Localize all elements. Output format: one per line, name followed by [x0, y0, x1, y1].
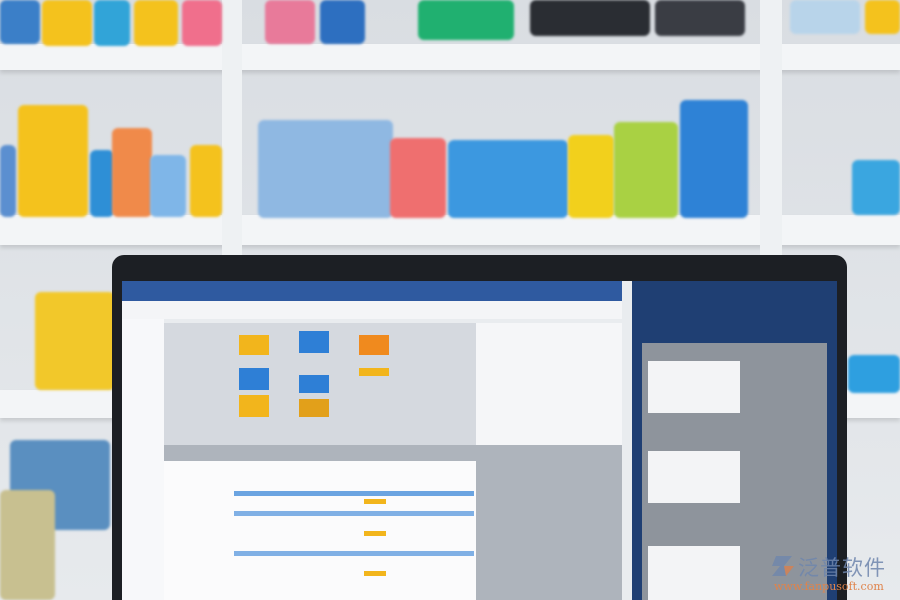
product: [320, 0, 365, 44]
tile[interactable]: [239, 395, 269, 417]
product: [112, 128, 152, 217]
tile[interactable]: [239, 368, 269, 390]
tile[interactable]: [239, 335, 269, 355]
product: [614, 122, 678, 218]
product: [150, 155, 186, 217]
product: [680, 100, 748, 218]
product: [848, 355, 900, 393]
product: [182, 0, 222, 46]
card[interactable]: [648, 546, 740, 600]
product: [852, 160, 900, 215]
shelf-board: [0, 44, 900, 70]
product: [265, 0, 315, 44]
product: [18, 105, 88, 217]
watermark-url: www.fanpusoft.com: [774, 580, 884, 593]
product: [258, 120, 393, 218]
product: [190, 145, 222, 217]
product: [790, 0, 860, 34]
data-table[interactable]: [164, 461, 476, 600]
app-header: [122, 281, 622, 301]
tile[interactable]: [299, 375, 329, 393]
shelf-post: [222, 0, 242, 260]
tile[interactable]: [299, 399, 329, 417]
product: [865, 0, 900, 34]
product: [655, 0, 745, 36]
product: [35, 292, 115, 390]
product: [568, 135, 614, 218]
watermark: 泛普软件 www.fanpusoft.com: [770, 552, 900, 598]
product: [94, 0, 130, 46]
app-sidebar: [122, 319, 164, 600]
product: [390, 138, 446, 218]
laptop-screen: [122, 281, 837, 600]
tile[interactable]: [359, 335, 389, 355]
card[interactable]: [648, 451, 740, 503]
fanpu-logo-icon: [772, 556, 794, 576]
product: [530, 0, 650, 36]
side-app: [632, 281, 837, 600]
product: [0, 0, 40, 44]
product: [42, 0, 92, 46]
shelf-post: [760, 0, 782, 260]
laptop: [112, 255, 847, 600]
dashboard-panel[interactable]: [164, 323, 476, 445]
product: [0, 145, 16, 217]
tile[interactable]: [359, 368, 389, 376]
shelf-board: [0, 215, 900, 245]
product: [90, 150, 114, 217]
product: [448, 140, 568, 218]
app-toolbar: [122, 301, 622, 319]
jar: [0, 490, 55, 600]
tile[interactable]: [299, 331, 329, 353]
watermark-brand: 泛普软件: [798, 556, 886, 580]
product: [418, 0, 514, 40]
card[interactable]: [648, 361, 740, 413]
detail-panel[interactable]: [476, 323, 622, 445]
product: [134, 0, 178, 46]
